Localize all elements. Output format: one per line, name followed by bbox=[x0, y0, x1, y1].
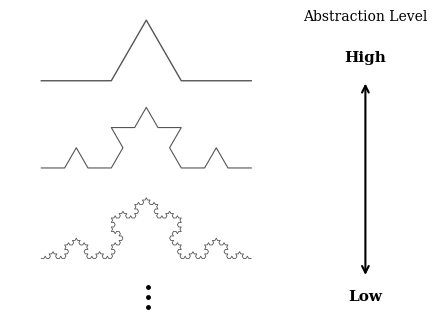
Text: High: High bbox=[344, 51, 385, 65]
Text: Low: Low bbox=[348, 290, 381, 304]
Text: Abstraction Level: Abstraction Level bbox=[302, 10, 427, 24]
